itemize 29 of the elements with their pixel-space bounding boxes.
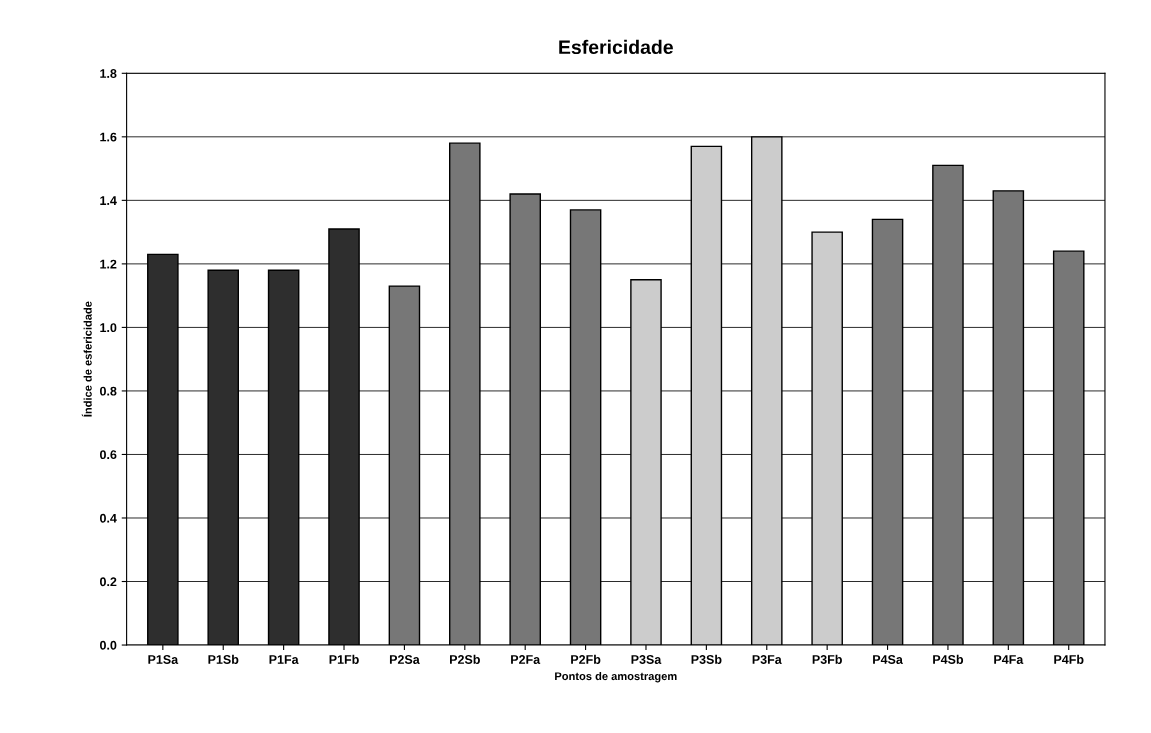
x-tick-label: P3Sa [631, 655, 662, 664]
x-tick-label: P4Sb [933, 654, 964, 664]
x-tick-label: P2Sb [450, 654, 480, 664]
x-tick-label: P4Fa [994, 655, 1024, 664]
y-tick-label: 1.4 [100, 196, 117, 205]
y-tick-label: 1.8 [100, 69, 117, 78]
x-tick-label: P1Fb [329, 654, 359, 664]
x-tick-label: P4Fb [1054, 654, 1084, 664]
y-tick-label: 0.0 [100, 640, 117, 650]
x-tick-label: P1Sa [148, 655, 179, 664]
y-tick-label: 1.6 [100, 132, 117, 142]
x-axis-title: Pontos de amostragem [555, 671, 677, 683]
y-tick-label: 1.0 [100, 323, 117, 333]
y-tick-label: 0.2 [100, 577, 117, 587]
x-tick-label: P2Fb [571, 654, 601, 664]
x-tick-label: P2Sa [389, 655, 420, 664]
x-tick-label: P3Fa [752, 655, 782, 664]
x-tick-label: P1Fa [269, 655, 299, 664]
x-tick-label: P3Fb [812, 654, 842, 664]
y-tick-label: 1.2 [100, 259, 117, 269]
chart-title: Esfericidade [559, 39, 673, 55]
y-axis-title: Índice de esfericidade [81, 301, 92, 417]
x-tick-label: P2Fa [511, 655, 541, 664]
y-tick-label: 0.6 [100, 450, 117, 460]
x-tick-label: P3Sb [691, 654, 722, 664]
y-tick-label: 0.8 [100, 386, 117, 396]
x-tick-label: P1Sb [208, 654, 239, 664]
x-tick-label: P4Sa [873, 655, 903, 664]
y-tick-label: 0.4 [100, 513, 117, 523]
